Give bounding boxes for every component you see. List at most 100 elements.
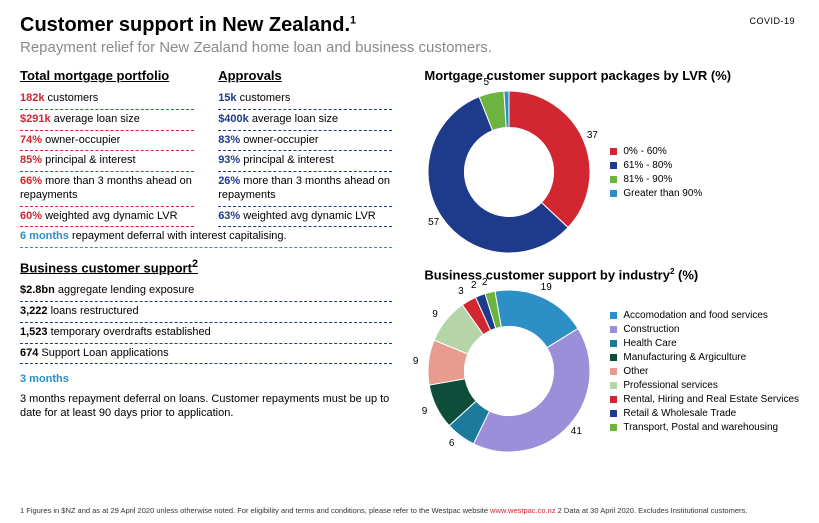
stat-row: 83% owner-occupier	[218, 131, 392, 152]
business-note-text: 3 months repayment deferral on loans. Cu…	[20, 392, 392, 421]
industry-donut: 19416999322	[424, 286, 594, 456]
donut-segment	[474, 329, 591, 452]
legend-label: 61% - 80%	[623, 160, 672, 171]
legend-label: 0% - 60%	[623, 146, 666, 157]
stat-value: 1,523	[20, 326, 48, 338]
business-note-hdr: 3 months	[20, 370, 392, 390]
left-column: Total mortgage portfolio 182k customers$…	[20, 68, 392, 466]
industry-chart-block: Business customer support by industry2 (…	[424, 267, 799, 456]
stat-row: 93% principal & interest	[218, 151, 392, 172]
approvals-col: Approvals 15k customers$400k average loa…	[218, 68, 392, 227]
stat-label: Support Loan applications	[38, 347, 168, 359]
business-section: Business customer support2 $2.8bn aggreg…	[20, 258, 392, 421]
stats-two-col: Total mortgage portfolio 182k customers$…	[20, 68, 392, 227]
legend-item: 0% - 60%	[610, 146, 702, 157]
title-sup: 1	[350, 14, 356, 26]
legend-item: Retail & Wholesale Trade	[610, 408, 799, 419]
stat-label: more than 3 months ahead on repayments	[20, 175, 192, 201]
stat-label: customers	[44, 92, 98, 104]
lvr-legend: 0% - 60% 61% - 80% 81% - 90% Greater than 9…	[610, 143, 702, 202]
legend-label: Transport, Postal and warehousing	[623, 422, 778, 433]
legend-item: Accomodation and food services	[610, 310, 799, 321]
stat-row: 63% weighted avg dynamic LVR	[218, 207, 392, 228]
stat-row: 3,222 loans restructured	[20, 302, 392, 323]
stat-value: 15k	[218, 92, 236, 104]
legend-label: Other	[623, 366, 648, 377]
stat-value: 182k	[20, 92, 44, 104]
stat-value: 66%	[20, 175, 42, 187]
stat-value: 26%	[218, 175, 240, 187]
legend-item: 81% - 90%	[610, 174, 702, 185]
legend-label: Construction	[623, 324, 679, 335]
legend-swatch	[610, 176, 617, 183]
stat-label: owner-occupier	[42, 134, 120, 146]
legend-swatch	[610, 312, 617, 319]
stat-value: 3,222	[20, 305, 48, 317]
main-content: Total mortgage portfolio 182k customers$…	[20, 68, 799, 466]
legend-swatch	[610, 326, 617, 333]
lvr-donut: 37575	[424, 87, 594, 257]
stat-row: $291k average loan size	[20, 110, 194, 131]
portfolio-note: 6 months repayment deferral with interes…	[20, 227, 392, 248]
legend-label: Rental, Hiring and Real Estate Services	[623, 394, 799, 405]
legend-label: Greater than 90%	[623, 188, 702, 199]
legend-swatch	[610, 396, 617, 403]
stat-value: $291k	[20, 113, 51, 125]
stat-label: temporary overdrafts established	[48, 326, 211, 338]
legend-item: Transport, Postal and warehousing	[610, 422, 799, 433]
page-title: Customer support in New Zealand.1	[20, 14, 799, 37]
legend-swatch	[610, 340, 617, 347]
legend-item: Greater than 90%	[610, 188, 702, 199]
industry-legend: Accomodation and food services Constructi…	[610, 307, 799, 436]
lvr-chart-block: Mortgage customer support packages by LV…	[424, 68, 799, 257]
legend-item: Rental, Hiring and Real Estate Services	[610, 394, 799, 405]
stat-label: principal & interest	[240, 154, 334, 166]
stat-row: 1,523 temporary overdrafts established	[20, 323, 392, 344]
legend-swatch	[610, 354, 617, 361]
donut-value-label: 9	[413, 356, 419, 367]
industry-chart-title: Business customer support by industry2 (…	[424, 267, 799, 282]
legend-label: Accomodation and food services	[623, 310, 768, 321]
portfolio-heading: Total mortgage portfolio	[20, 68, 194, 83]
stat-row: 60% weighted avg dynamic LVR	[20, 207, 194, 228]
legend-label: Health Care	[623, 338, 676, 349]
legend-swatch	[610, 424, 617, 431]
stat-value: 74%	[20, 134, 42, 146]
title-text: Customer support in New Zealand.	[20, 14, 350, 36]
legend-label: 81% - 90%	[623, 174, 672, 185]
footnote-link[interactable]: www.westpac.co.nz	[490, 506, 555, 515]
stat-value: 674	[20, 347, 38, 359]
stat-value: 60%	[20, 210, 42, 222]
legend-swatch	[610, 148, 617, 155]
stat-value: 63%	[218, 210, 240, 222]
covid-tag: COVID-19	[749, 16, 795, 26]
legend-swatch	[610, 190, 617, 197]
stat-label: owner-occupier	[240, 134, 318, 146]
stat-row: $400k average loan size	[218, 110, 392, 131]
legend-item: 61% - 80%	[610, 160, 702, 171]
portfolio-col: Total mortgage portfolio 182k customers$…	[20, 68, 194, 227]
lvr-chart-title: Mortgage customer support packages by LV…	[424, 68, 799, 83]
stat-row: 182k customers	[20, 89, 194, 110]
stat-label: loans restructured	[48, 305, 139, 317]
legend-label: Retail & Wholesale Trade	[623, 408, 736, 419]
legend-item: Health Care	[610, 338, 799, 349]
stat-value: $2.8bn	[20, 284, 55, 296]
donut-segment	[509, 91, 590, 227]
legend-swatch	[610, 410, 617, 417]
footnote: 1 Figures in $NZ and as at 29 April 2020…	[20, 506, 799, 515]
stat-row: 85% principal & interest	[20, 151, 194, 172]
header: Customer support in New Zealand.1 Repaym…	[20, 14, 799, 56]
subtitle: Repayment relief for New Zealand home lo…	[20, 39, 799, 56]
stat-label: average loan size	[249, 113, 338, 125]
stat-label: more than 3 months ahead on repayments	[218, 175, 390, 201]
stat-row: $2.8bn aggregate lending exposure	[20, 281, 392, 302]
legend-label: Manufacturing & Argiculture	[623, 352, 746, 363]
legend-label: Professional services	[623, 380, 717, 391]
stat-label: customers	[237, 92, 291, 104]
legend-swatch	[610, 162, 617, 169]
legend-item: Construction	[610, 324, 799, 335]
legend-swatch	[610, 382, 617, 389]
stat-row: 15k customers	[218, 89, 392, 110]
legend-item: Other	[610, 366, 799, 377]
